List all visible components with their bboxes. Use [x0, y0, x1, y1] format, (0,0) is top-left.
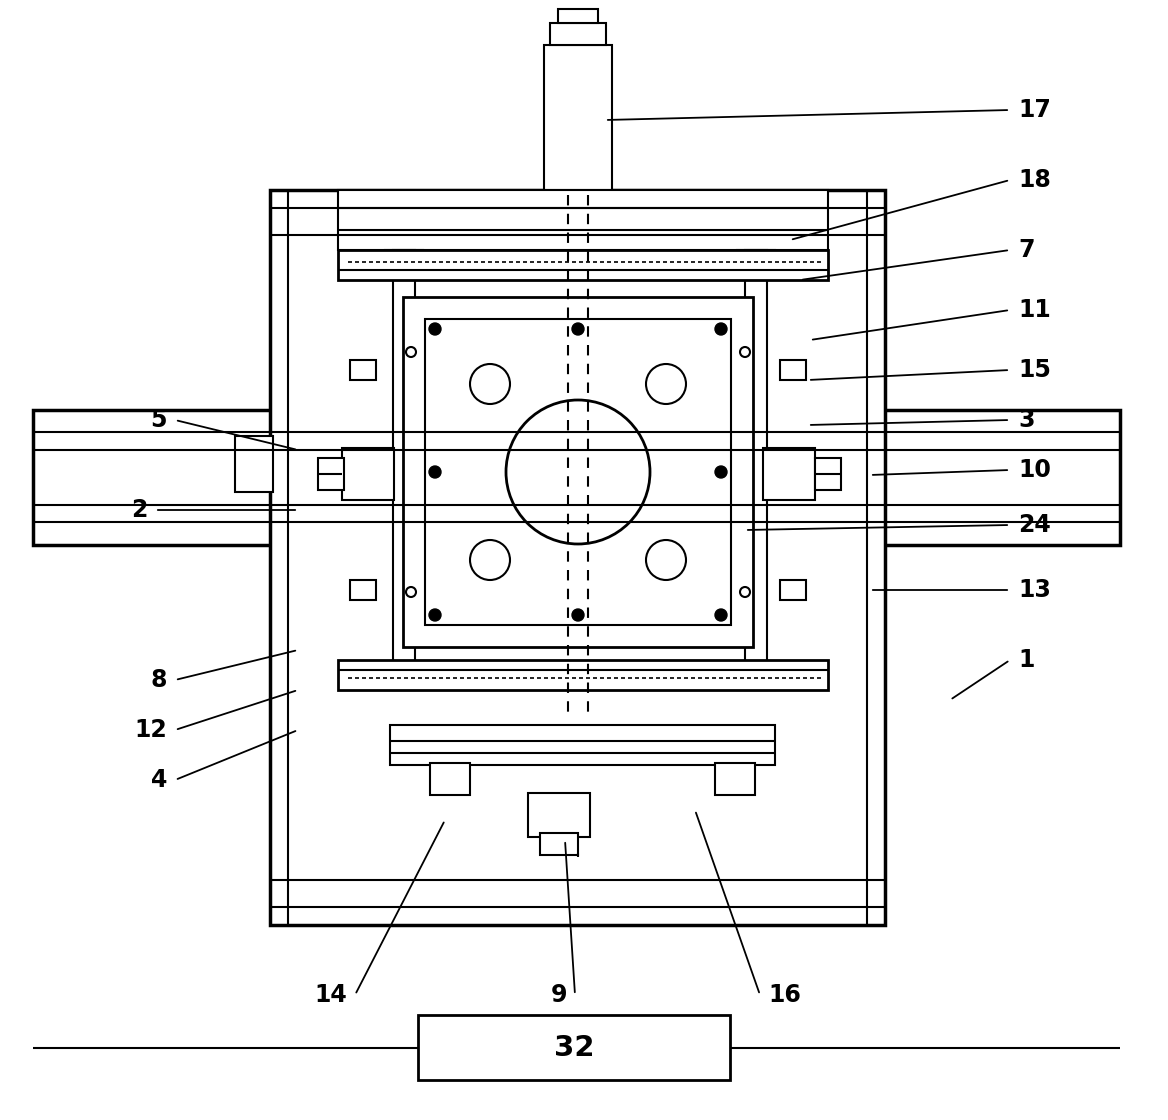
Circle shape [715, 609, 726, 620]
Circle shape [572, 323, 584, 335]
Bar [235, 436, 273, 492]
Bar [815, 458, 841, 491]
Bar [732, 672, 780, 684]
Text: 24: 24 [1018, 513, 1051, 536]
Bar [380, 254, 427, 268]
Circle shape [572, 609, 584, 620]
Text: 11: 11 [1018, 298, 1051, 323]
Bar [385, 668, 423, 690]
Text: 9: 9 [550, 983, 566, 1007]
Bar [392, 250, 415, 690]
Bar [430, 763, 470, 795]
Circle shape [429, 609, 442, 620]
Bar [763, 448, 815, 500]
Bar [350, 580, 376, 600]
Bar [737, 250, 776, 276]
Bar [33, 410, 1120, 545]
Bar [780, 360, 806, 380]
Text: 13: 13 [1018, 578, 1051, 603]
Circle shape [715, 323, 726, 335]
Text: 1: 1 [1018, 648, 1035, 672]
Bar [732, 254, 780, 268]
Bar [338, 250, 828, 280]
Bar [745, 250, 767, 690]
Text: 14: 14 [314, 983, 347, 1007]
Bar [528, 793, 590, 837]
Bar [715, 763, 755, 795]
Bar [350, 360, 376, 380]
Text: 5: 5 [151, 408, 167, 432]
Bar [338, 190, 828, 250]
Text: 16: 16 [769, 983, 801, 1007]
Text: 17: 17 [1018, 99, 1051, 122]
Bar [338, 660, 828, 690]
Bar [342, 448, 394, 500]
Bar [418, 1015, 730, 1080]
Text: 12: 12 [134, 718, 167, 743]
Bar [380, 672, 427, 684]
Bar [780, 580, 806, 600]
Circle shape [715, 466, 726, 478]
Bar [737, 668, 776, 690]
Text: 7: 7 [1018, 239, 1035, 262]
Bar [385, 250, 423, 276]
Bar [318, 458, 345, 491]
Text: 10: 10 [1018, 458, 1051, 482]
Bar [403, 297, 753, 647]
Bar [540, 833, 578, 855]
Bar [550, 24, 606, 45]
Bar [390, 725, 776, 765]
Circle shape [429, 323, 442, 335]
Text: 18: 18 [1018, 168, 1051, 192]
Bar [270, 190, 885, 925]
Text: 8: 8 [151, 668, 167, 692]
Bar [425, 319, 731, 625]
Text: 15: 15 [1018, 358, 1051, 382]
Circle shape [429, 466, 442, 478]
Bar [558, 9, 598, 24]
Text: 4: 4 [151, 768, 167, 792]
Text: 2: 2 [131, 498, 147, 522]
Text: 3: 3 [1018, 408, 1035, 432]
Bar [544, 45, 612, 190]
Text: 32: 32 [554, 1034, 595, 1062]
